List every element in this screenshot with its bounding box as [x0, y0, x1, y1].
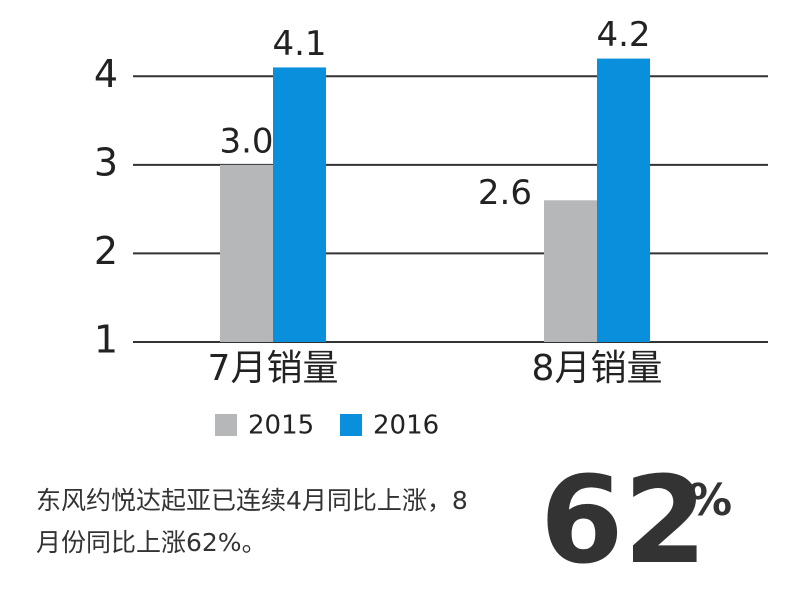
- highlight-unit: %: [688, 475, 733, 526]
- bar: [220, 164, 273, 342]
- legend-label: 2016: [373, 411, 439, 441]
- y-tick-label: 1: [94, 318, 118, 362]
- x-tick-label: 8月销量: [532, 348, 663, 389]
- y-tick-label: 4: [94, 52, 118, 96]
- legend-swatch: [340, 414, 362, 436]
- y-tick-label: 3: [94, 140, 118, 184]
- note: 东风约悦达起亚已连续4月同比上涨，8月份同比上涨62%。: [36, 486, 468, 557]
- value-label: 3.0: [219, 121, 273, 161]
- bar: [544, 200, 597, 342]
- value-label: 2.6: [478, 173, 532, 213]
- highlight: 62: [540, 452, 707, 591]
- chart: 1 2 3 4 7月销量 3.0 4.1 8月销量 2.6 4.2 2015 2016: [94, 15, 768, 441]
- bar: [273, 67, 326, 342]
- value-label: 4.2: [596, 15, 650, 55]
- x-tick-label: 7月销量: [208, 348, 339, 389]
- y-tick-label: 2: [94, 229, 118, 273]
- value-label: 4.1: [272, 24, 326, 64]
- legend-swatch: [215, 414, 237, 436]
- bar: [597, 58, 650, 342]
- legend-label: 2015: [248, 411, 314, 441]
